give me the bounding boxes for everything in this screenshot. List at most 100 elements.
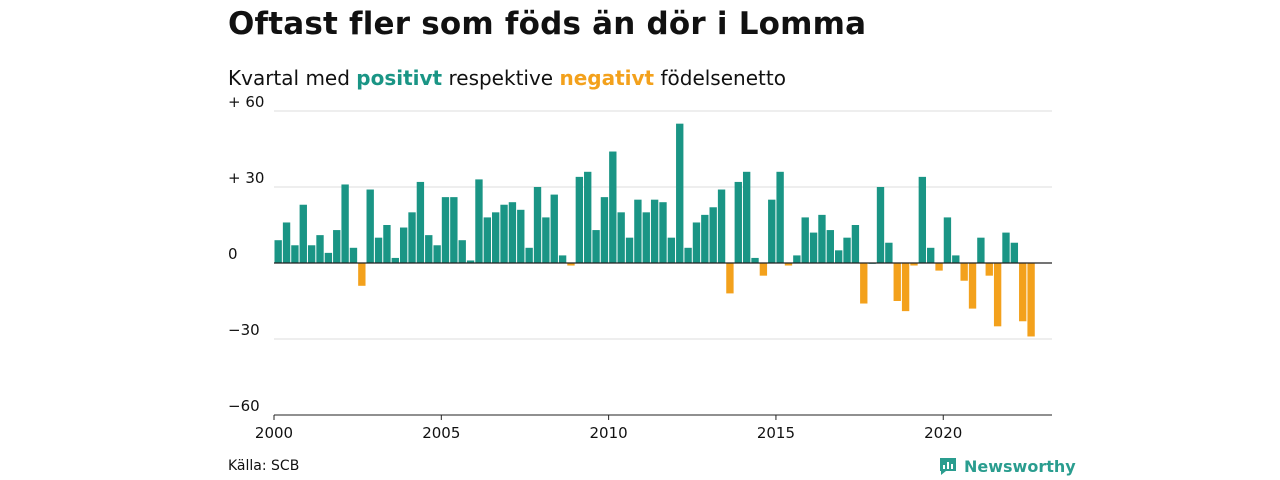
bar bbox=[1002, 232, 1010, 263]
bar bbox=[885, 242, 893, 263]
bar bbox=[952, 255, 960, 263]
bar bbox=[291, 245, 299, 263]
bar bbox=[542, 217, 550, 263]
subtitle-negative-word: negativt bbox=[559, 66, 655, 90]
bar bbox=[1010, 242, 1019, 263]
bar bbox=[977, 237, 985, 263]
bar bbox=[575, 176, 584, 263]
bar bbox=[809, 232, 818, 263]
x-tick-label: 2010 bbox=[590, 424, 628, 442]
bar bbox=[500, 204, 508, 263]
bar bbox=[709, 207, 717, 263]
y-tick-label: −30 bbox=[228, 321, 260, 339]
y-tick-label: + 60 bbox=[228, 93, 264, 111]
bar bbox=[876, 187, 885, 263]
bar bbox=[508, 202, 517, 263]
bar bbox=[383, 225, 391, 263]
bar bbox=[391, 257, 399, 263]
bar bbox=[617, 212, 625, 263]
y-tick-label: 0 bbox=[228, 245, 238, 263]
bar bbox=[333, 230, 341, 263]
bar bbox=[901, 263, 910, 312]
y-tick-label: + 30 bbox=[228, 169, 264, 187]
bar bbox=[282, 222, 291, 263]
bar bbox=[600, 197, 609, 263]
source-note: Källa: SCB bbox=[228, 458, 300, 474]
bar bbox=[667, 237, 676, 263]
bar bbox=[960, 263, 968, 281]
bar bbox=[935, 263, 943, 271]
bar bbox=[742, 171, 751, 263]
bar bbox=[416, 181, 425, 263]
bar bbox=[851, 225, 860, 263]
bar bbox=[801, 217, 809, 263]
brand-name: Newsworthy bbox=[964, 456, 1076, 476]
chart-title: Oftast fler som föds än dör i Lomma bbox=[228, 6, 867, 42]
bar bbox=[985, 263, 993, 276]
bar bbox=[274, 240, 282, 263]
subtitle-middle: respektive bbox=[442, 66, 560, 90]
bar bbox=[358, 263, 366, 286]
bar bbox=[609, 151, 617, 263]
bar bbox=[684, 247, 692, 263]
subtitle-suffix: födelsenetto bbox=[654, 66, 786, 90]
y-tick-label: −60 bbox=[228, 397, 260, 415]
bar bbox=[768, 199, 776, 263]
bar bbox=[776, 171, 784, 263]
bar bbox=[726, 263, 734, 294]
bar bbox=[533, 187, 542, 263]
bar bbox=[835, 250, 843, 263]
bar bbox=[676, 123, 684, 263]
bar bbox=[826, 230, 834, 263]
bar bbox=[316, 235, 324, 263]
bar bbox=[751, 257, 759, 263]
bar bbox=[433, 245, 441, 263]
chart-subtitle: Kvartal med positivt respektive negativt… bbox=[228, 66, 786, 90]
bar bbox=[927, 247, 935, 263]
subtitle-prefix: Kvartal med bbox=[228, 66, 357, 90]
bar bbox=[1019, 263, 1027, 322]
bar bbox=[592, 230, 600, 263]
bar bbox=[793, 255, 801, 263]
bar bbox=[910, 263, 918, 266]
bar bbox=[466, 260, 475, 263]
bar bbox=[650, 199, 659, 263]
bar bbox=[366, 189, 374, 263]
bar bbox=[525, 247, 533, 263]
bar bbox=[492, 212, 500, 263]
x-tick-label: 2005 bbox=[422, 424, 460, 442]
bar bbox=[784, 263, 793, 266]
bar bbox=[634, 199, 642, 263]
bar bbox=[818, 214, 826, 263]
bar bbox=[893, 263, 901, 301]
bar bbox=[918, 176, 927, 263]
x-tick-label: 2015 bbox=[757, 424, 795, 442]
bar bbox=[550, 194, 558, 263]
bar bbox=[968, 263, 977, 309]
bar bbox=[450, 197, 458, 263]
x-tick-label: 2020 bbox=[924, 424, 962, 442]
bar bbox=[475, 179, 483, 263]
bar bbox=[567, 263, 575, 266]
bar bbox=[374, 237, 383, 263]
bar bbox=[642, 212, 650, 263]
bar bbox=[860, 263, 868, 304]
bar bbox=[584, 171, 592, 263]
bar bbox=[717, 189, 726, 263]
bar bbox=[324, 252, 333, 263]
bar bbox=[625, 237, 634, 263]
bar bbox=[659, 202, 667, 263]
bar bbox=[993, 263, 1002, 327]
bar bbox=[692, 222, 701, 263]
bar bbox=[408, 212, 416, 263]
bar bbox=[734, 181, 742, 263]
bar bbox=[483, 217, 491, 263]
bar bbox=[943, 217, 952, 263]
newsworthy-logo: Newsworthy bbox=[938, 456, 1076, 476]
bar bbox=[307, 245, 316, 263]
subtitle-positive-word: positivt bbox=[356, 66, 443, 90]
bar bbox=[843, 237, 851, 263]
bar bbox=[349, 247, 358, 263]
bar bbox=[1027, 263, 1035, 337]
